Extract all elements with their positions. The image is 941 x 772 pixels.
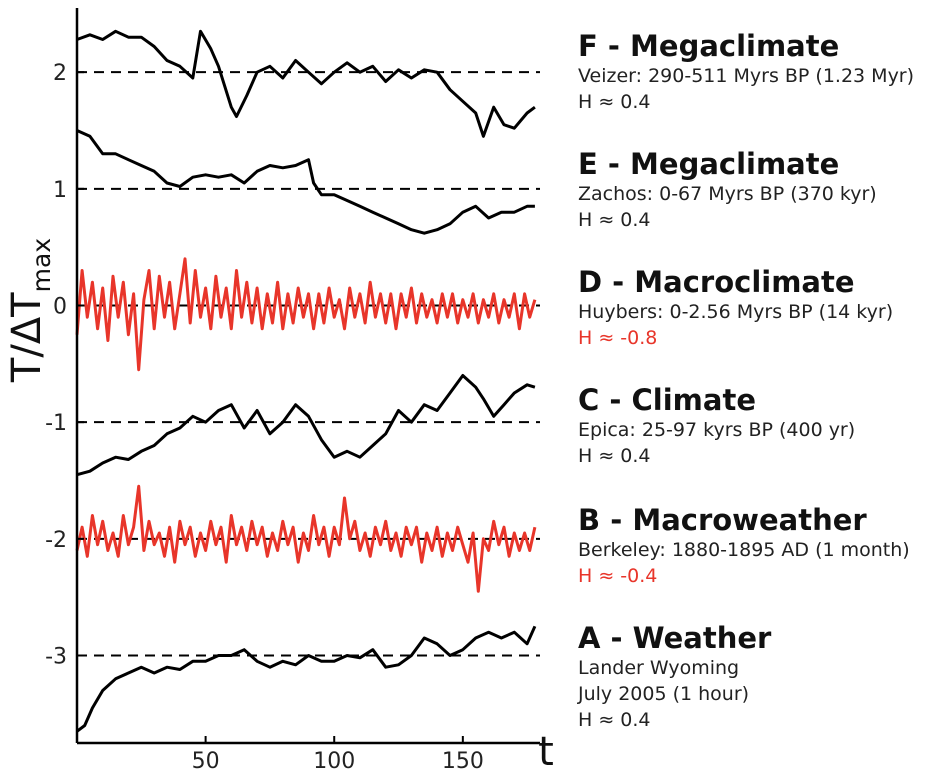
y-tick-label: 2 (53, 61, 67, 86)
y-tick-label: 0 (53, 295, 67, 320)
panel-source: Veizer: 290-511 Myrs BP (1.23 Myr) (578, 65, 915, 87)
panel-f-megaclimate: F - Megaclimate Veizer: 290-511 Myrs BP … (578, 30, 938, 115)
y-tick-label: -3 (45, 645, 67, 670)
panel-source: Berkeley: 1880-1895 AD (1 month) (578, 539, 910, 561)
panel-hurst: H ≈ 0.4 (578, 445, 651, 467)
panel-title: F - Megaclimate (578, 29, 840, 63)
series-line (76, 625, 537, 733)
panel-a-weather: A - Weather Lander Wyoming July 2005 (1 … (578, 622, 938, 733)
panel-source: Huybers: 0-2.56 Myrs BP (14 kyr) (578, 301, 894, 323)
panel-source: Epica: 25-97 kyrs BP (400 yr) (578, 419, 856, 441)
panel-hurst: H ≈ 0.4 (578, 91, 651, 113)
axes (75, 8, 540, 745)
panel-b-macroweather: B - Macroweather Berkeley: 1880-1895 AD … (578, 504, 938, 589)
x-axis-title: t (538, 729, 554, 772)
x-tick-label: 50 (192, 749, 220, 772)
y-tick-label: 1 (53, 178, 67, 203)
series-line (75, 257, 537, 372)
y-tick-label: -2 (45, 528, 67, 553)
series-lines (75, 29, 537, 733)
panel-hurst: H ≈ 0.4 (578, 709, 651, 731)
panel-title: A - Weather (578, 621, 772, 655)
y-tick-label: -1 (45, 411, 67, 436)
panel-title: E - Megaclimate (578, 147, 840, 181)
x-tick-label: 100 (313, 749, 355, 772)
panel-title: C - Climate (578, 383, 756, 417)
panel-hurst: H ≈ -0.8 (578, 327, 658, 349)
series-line (75, 484, 537, 593)
x-tick-label: 150 (442, 749, 484, 772)
tick-labels: 2 1 0 -1 -2 -3 50 100 150 (45, 61, 484, 772)
panel-source: Lander Wyoming (578, 657, 740, 679)
series-line (76, 29, 536, 138)
panel-hurst: H ≈ -0.4 (578, 565, 658, 587)
series-line (76, 129, 535, 235)
panel-title: B - Macroweather (578, 503, 867, 537)
panel-date: July 2005 (1 hour) (578, 683, 750, 705)
panel-title: D - Macroclimate (578, 265, 855, 299)
panel-c-climate: C - Climate Epica: 25-97 kyrs BP (400 yr… (578, 384, 938, 469)
y-axis-title: T/ΔTmax (4, 238, 56, 383)
panel-source: Zachos: 0-67 Myrs BP (370 kyr) (578, 183, 877, 205)
panel-d-macroclimate: D - Macroclimate Huybers: 0-2.56 Myrs BP… (578, 266, 938, 351)
series-line (76, 374, 536, 477)
panel-e-megaclimate: E - Megaclimate Zachos: 0-67 Myrs BP (37… (578, 148, 938, 233)
panel-hurst: H ≈ 0.4 (578, 209, 651, 231)
